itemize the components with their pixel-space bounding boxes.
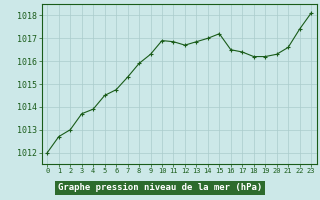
Text: Graphe pression niveau de la mer (hPa): Graphe pression niveau de la mer (hPa) (58, 184, 262, 192)
